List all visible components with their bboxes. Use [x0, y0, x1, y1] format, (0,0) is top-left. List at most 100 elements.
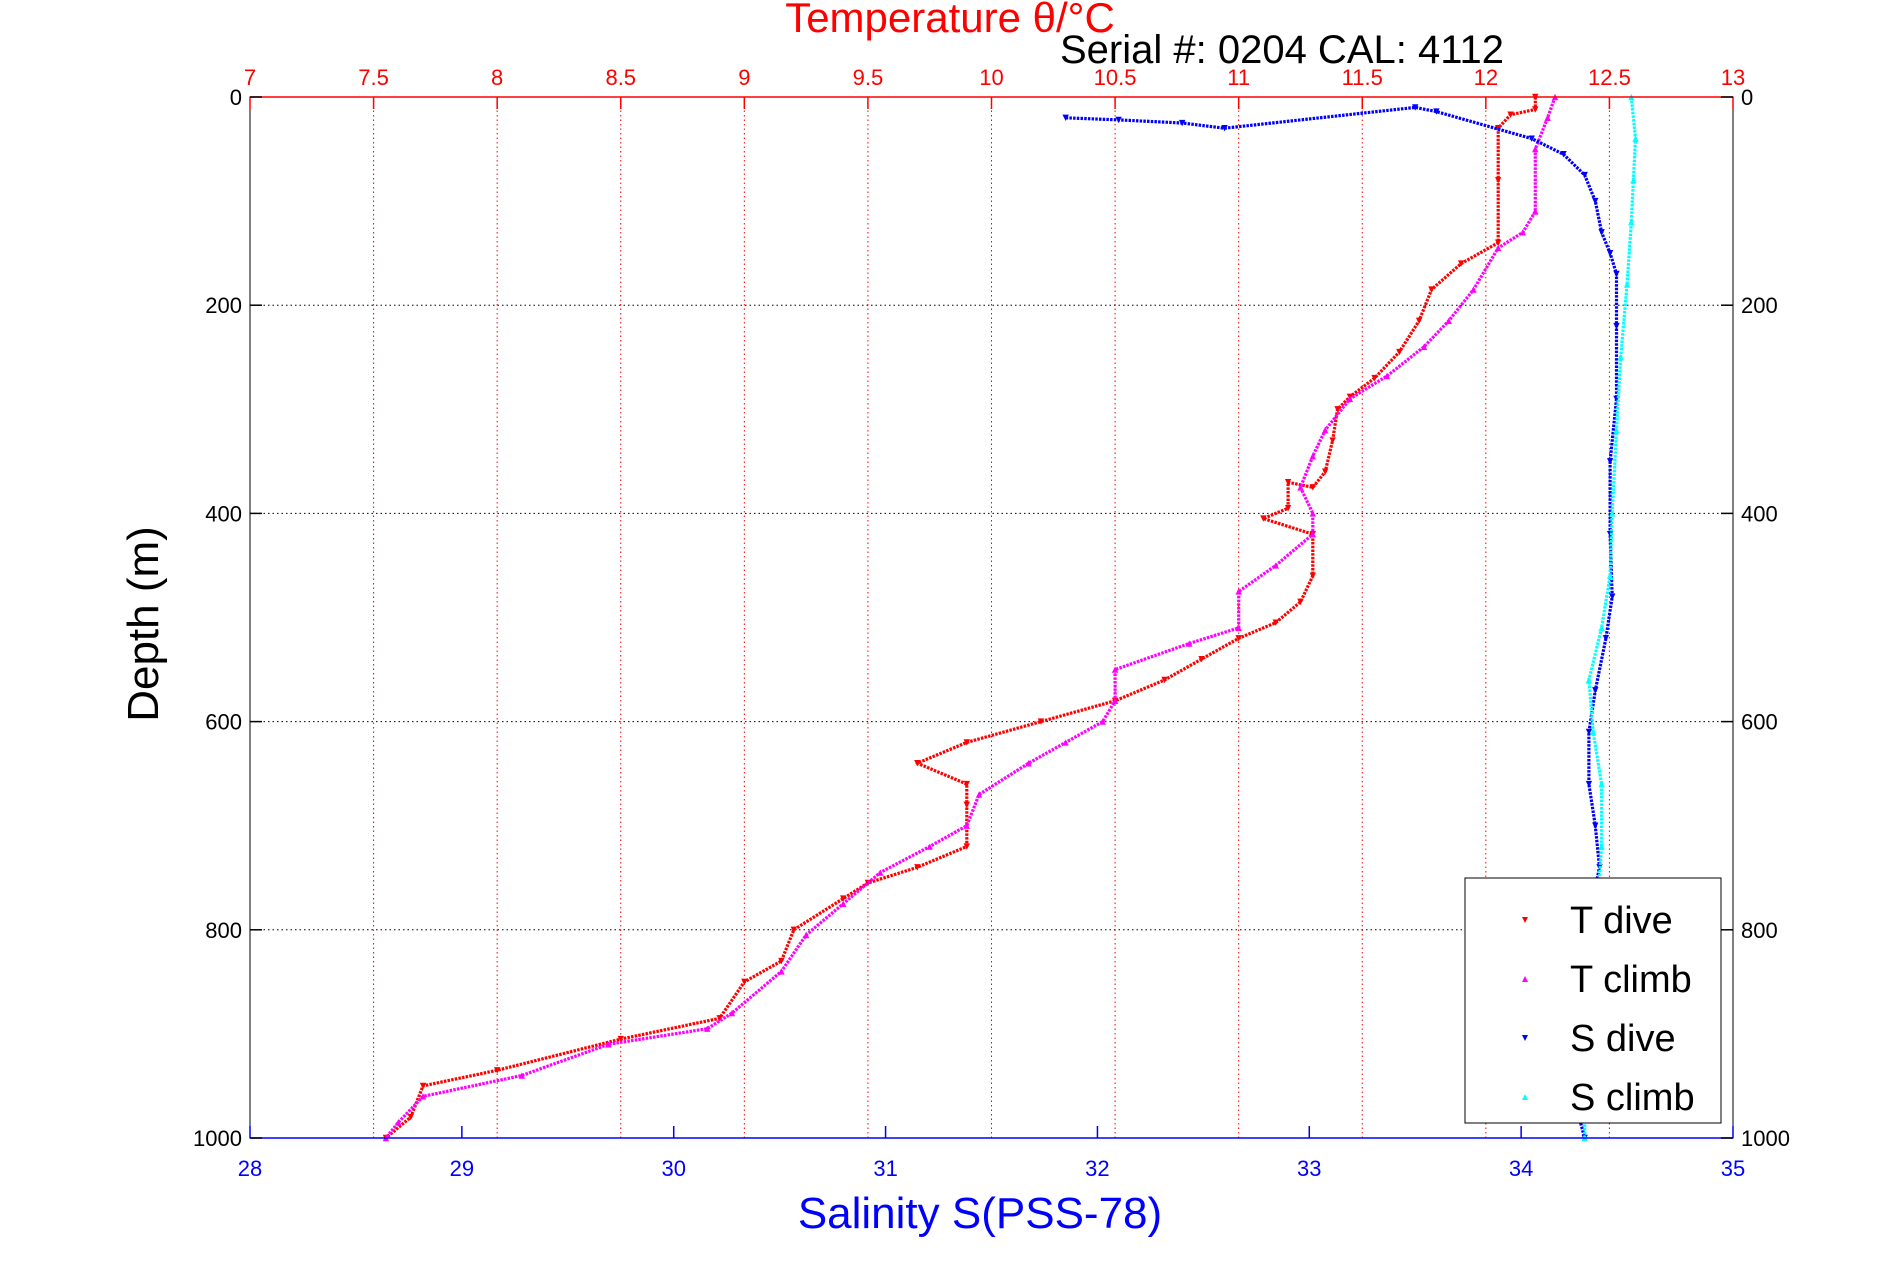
data-point [1606, 572, 1614, 580]
data-point [1592, 822, 1599, 829]
data-point [790, 926, 797, 933]
data-point [914, 864, 921, 871]
data-point [1321, 426, 1329, 434]
salinity-tick-label: 33 [1297, 1156, 1321, 1181]
data-point [1606, 249, 1614, 257]
data-point [1532, 208, 1539, 215]
data-point [1062, 114, 1069, 122]
data-point [1272, 562, 1279, 569]
salinity-tick-label: 32 [1085, 1156, 1109, 1181]
data-point [1099, 718, 1106, 725]
data-point [395, 1119, 402, 1126]
temperature-tick-label: 9.5 [853, 65, 884, 90]
data-point [1111, 666, 1119, 673]
depth-tick-label-right: 400 [1741, 501, 1778, 526]
data-point [493, 1067, 501, 1074]
temperature-tick-label: 7.5 [358, 65, 389, 90]
data-point [1544, 114, 1551, 122]
y-axis-label-depth: Depth (m) [119, 526, 168, 722]
legend-entry-label: T climb [1570, 959, 1692, 1001]
legend-entry-label: T dive [1570, 900, 1673, 942]
salinity-tick-label: 35 [1721, 1156, 1745, 1181]
data-point [1632, 135, 1639, 142]
data-point [1186, 640, 1193, 647]
data-point [1598, 843, 1605, 850]
data-point [1284, 478, 1292, 486]
data-point [1457, 260, 1465, 267]
data-point [605, 1041, 612, 1048]
data-point [1346, 395, 1354, 403]
depth-tick-label-left: 600 [205, 710, 242, 735]
series-trace [384, 96, 1557, 1139]
depth-tick-label-left: 1000 [193, 1126, 242, 1151]
salinity-tick-label: 34 [1509, 1156, 1533, 1181]
depth-tick-label-right: 0 [1741, 85, 1753, 110]
data-point [1592, 197, 1599, 205]
data-point [1221, 125, 1228, 132]
data-point [840, 895, 847, 902]
data-point [1260, 515, 1267, 522]
depth-tick-label-left: 0 [230, 85, 242, 110]
data-point [1235, 588, 1242, 595]
depth-tick-label-right: 800 [1741, 918, 1778, 943]
salinity-tick-label: 31 [873, 1156, 897, 1181]
data-point [1470, 286, 1477, 293]
temperature-tick-label: 12 [1474, 65, 1498, 90]
data-point [1628, 218, 1635, 226]
data-point [1602, 635, 1610, 642]
data-point [926, 843, 933, 850]
data-point [1178, 119, 1186, 127]
data-point [802, 931, 810, 939]
data-point [1198, 655, 1205, 663]
legend-marker [1522, 1094, 1528, 1100]
temperature-tick-label: 8.5 [605, 65, 636, 90]
data-point [407, 1113, 414, 1121]
temperature-tick-label: 8 [491, 65, 503, 90]
depth-tick-label-right: 600 [1741, 710, 1778, 735]
data-point [741, 978, 748, 986]
data-point [1613, 322, 1620, 330]
data-point [716, 1015, 723, 1022]
data-point [1445, 317, 1452, 325]
data-point [1507, 111, 1514, 118]
legend-box [1464, 877, 1722, 1124]
data-point [1581, 171, 1588, 179]
data-point [963, 739, 970, 746]
data-point [1412, 104, 1419, 111]
legend: T dive T climb S dive S climb [1464, 877, 1722, 1124]
data-point [1433, 108, 1440, 115]
data-point [1415, 317, 1423, 325]
data-point [877, 869, 884, 876]
legend-entry-label: S climb [1570, 1077, 1695, 1119]
data-point [1235, 624, 1242, 632]
depth-tick-label-left: 400 [205, 501, 242, 526]
data-point [1161, 676, 1168, 684]
data-point [419, 1082, 427, 1090]
data-point [1609, 593, 1616, 600]
data-point [1062, 739, 1069, 746]
chart-title: Temperature θ/°C [785, 0, 1115, 41]
data-point [963, 843, 970, 850]
data-point [1329, 437, 1336, 444]
data-point [1111, 697, 1119, 704]
data-point [1532, 145, 1539, 153]
salinity-tick-label: 30 [661, 1156, 685, 1181]
data-point [914, 760, 921, 767]
data-point [1309, 531, 1317, 538]
data-point [975, 791, 983, 798]
data-point [1585, 780, 1593, 788]
depth-tick-label-right: 1000 [1741, 1126, 1790, 1151]
data-point [617, 1035, 624, 1043]
data-point [1528, 135, 1535, 142]
data-point [963, 801, 970, 809]
data-point [1297, 484, 1304, 491]
data-point [963, 780, 970, 788]
data-point [1235, 635, 1242, 642]
depth-tick-label-left: 200 [205, 293, 242, 318]
serial-cal-label: Serial #: 0204 CAL: 4112 [1060, 28, 1504, 72]
data-point [1037, 718, 1045, 725]
data-point [1592, 687, 1599, 694]
series-s-dive [1062, 104, 1620, 1142]
data-point [1494, 244, 1502, 252]
